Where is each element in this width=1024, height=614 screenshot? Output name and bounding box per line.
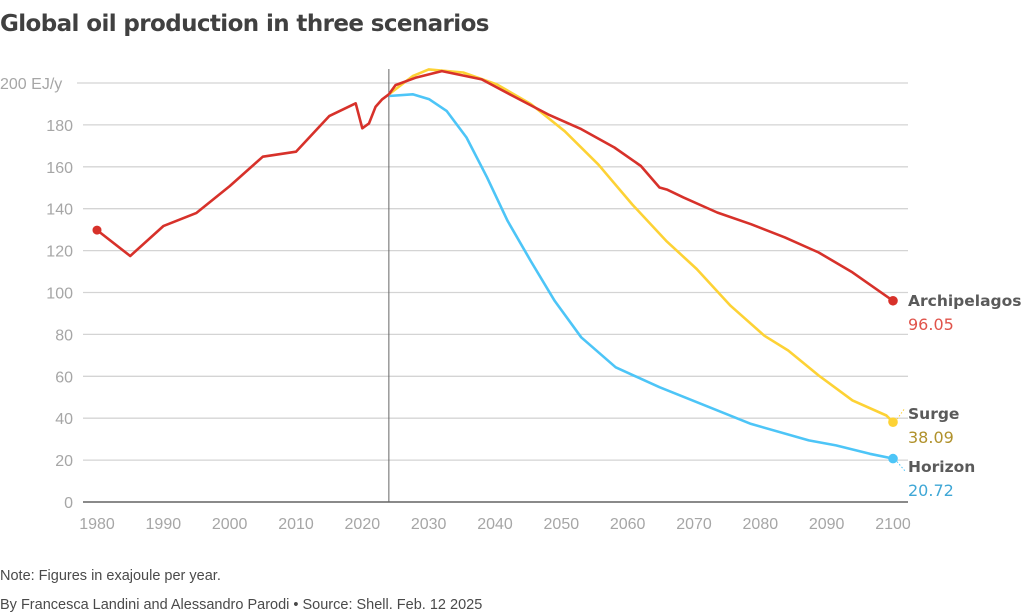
y-tick-label: 60: [55, 369, 73, 386]
series-value-horizon: 20.72: [908, 481, 954, 500]
y-tick-label: 40: [55, 411, 73, 428]
series-line-surge: [388, 68, 894, 424]
x-tick-label: 1990: [146, 516, 182, 533]
x-tick-label: 2040: [477, 516, 513, 533]
y-tick-label: 200 EJ/y: [0, 76, 62, 93]
series-label-horizon: Horizon: [908, 458, 975, 476]
y-tick-label: 180: [46, 118, 73, 135]
y-tick-label: 140: [46, 202, 73, 219]
series-label-surge: Surge: [908, 405, 959, 423]
historical-line: [96, 93, 390, 258]
end-point-horizon: [888, 453, 898, 464]
x-tick-label: 2010: [278, 516, 314, 533]
x-tick-label: 2070: [676, 516, 712, 533]
x-tick-label: 1980: [79, 516, 115, 533]
y-tick-label: 0: [64, 495, 73, 512]
y-tick-label: 160: [46, 160, 73, 177]
label-connector: [896, 461, 906, 472]
end-point-surge: [888, 417, 898, 428]
series-line-horizon: [388, 93, 894, 460]
series-line-archipelagos: [387, 69, 894, 302]
gridlines: [77, 69, 908, 503]
series-labels: Archipelagos 96.05 Surge 38.09 Horizon 20.72: [896, 292, 1022, 500]
x-tick-label: 2020: [345, 516, 381, 533]
y-tick-label: 100: [46, 286, 73, 303]
label-connector: [896, 407, 906, 420]
y-tick-label: 80: [55, 327, 73, 344]
start-point-1980: [92, 225, 102, 235]
y-tick-label: 20: [55, 453, 73, 470]
chart-title: Global oil production in three scenarios: [0, 11, 489, 37]
series-label-archipelagos: Archipelagos: [908, 292, 1022, 310]
series-value-surge: 38.09: [908, 428, 954, 447]
x-tick-label: 2090: [809, 516, 845, 533]
byline: By Francesca Landini and Alessandro Paro…: [0, 597, 482, 613]
end-point-archipelagos: [888, 295, 898, 306]
x-tick-label: 2030: [411, 516, 447, 533]
series-lines: [92, 68, 898, 464]
y-axis-ticks: 0 20 40 60 80 100 120 140 160 180 200 EJ/y: [0, 76, 73, 512]
x-tick-label: 2050: [544, 516, 580, 533]
x-tick-label: 2060: [610, 516, 646, 533]
x-tick-label: 2000: [212, 516, 248, 533]
note: Note: Figures in exajoule per year.: [0, 568, 221, 584]
x-tick-label: 2080: [743, 516, 779, 533]
series-value-archipelagos: 96.05: [908, 315, 954, 334]
x-axis-ticks: 1980 1990 2000 2010 2020 2030 2040 2050 2060 2070…: [79, 516, 911, 533]
y-tick-label: 120: [46, 244, 73, 261]
x-tick-label: 2100: [875, 516, 911, 533]
